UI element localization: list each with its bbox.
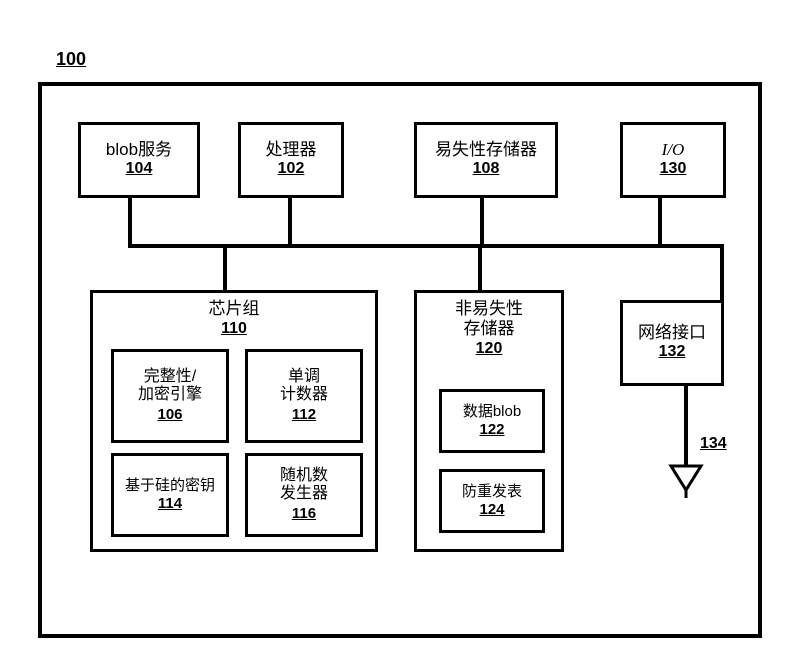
- bus-drop-nonvolatile: [478, 246, 482, 290]
- sub-data-blob-ref: 122: [479, 420, 504, 440]
- group-chipset-label: 芯片组: [209, 299, 260, 318]
- group-nonvolatile-label: 非易失性 存储器: [455, 299, 523, 338]
- group-nonvolatile-title: 非易失性 存储器 120: [417, 299, 561, 359]
- sub-data-blob: 数据blob 122: [439, 389, 545, 453]
- block-network-interface: 网络接口 132: [620, 300, 724, 386]
- sub-monotonic-ref: 112: [292, 405, 316, 425]
- sub-monotonic: 单调 计数器 112: [245, 349, 363, 443]
- bus-drop-blob: [128, 198, 132, 246]
- block-io-label: I/O: [662, 140, 685, 160]
- block-processor-label: 处理器: [266, 140, 317, 160]
- block-io-ref: 130: [660, 159, 687, 180]
- block-blob-service-ref: 104: [126, 159, 153, 180]
- sub-silicon-key: 基于硅的密钥 114: [111, 453, 229, 537]
- antenna-icon: [668, 462, 704, 498]
- antenna-line: [684, 386, 688, 466]
- block-volatile-label: 易失性存储器: [435, 140, 537, 160]
- antenna-ref-label: 134: [700, 434, 727, 455]
- sub-silicon-key-label: 基于硅的密钥: [125, 477, 215, 494]
- block-processor-ref: 102: [278, 159, 305, 180]
- block-volatile-ref: 108: [473, 159, 500, 180]
- bus-drop-chipset: [223, 246, 227, 290]
- group-chipset-title: 芯片组 110: [93, 299, 375, 340]
- sub-integrity: 完整性/ 加密引擎 106: [111, 349, 229, 443]
- sub-rng: 随机数 发生器 116: [245, 453, 363, 537]
- sub-monotonic-label: 单调 计数器: [280, 368, 328, 405]
- group-chipset: 芯片组 110 完整性/ 加密引擎 106 单调 计数器 112 基于硅的密钥 …: [90, 290, 378, 552]
- diagram-canvas: 100 blob服务 104 处理器 102 易失性存储器 108 I/O 13…: [0, 0, 800, 664]
- block-network-interface-label: 网络接口: [638, 323, 706, 343]
- sub-data-blob-label: 数据blob: [463, 403, 521, 420]
- block-volatile: 易失性存储器 108: [414, 122, 558, 198]
- sub-integrity-label: 完整性/ 加密引擎: [138, 368, 202, 405]
- antenna-ref: 134: [700, 435, 727, 452]
- block-network-interface-ref: 132: [659, 342, 686, 363]
- sub-rng-ref: 116: [292, 504, 316, 524]
- system-ref: 100: [56, 49, 86, 69]
- group-chipset-ref: 110: [221, 320, 247, 337]
- sub-anti-replay: 防重发表 124: [439, 469, 545, 533]
- sub-rng-label: 随机数 发生器: [280, 467, 328, 504]
- block-blob-service: blob服务 104: [78, 122, 200, 198]
- sub-anti-replay-label: 防重发表: [462, 483, 522, 500]
- block-blob-service-label: blob服务: [106, 140, 172, 160]
- bus-drop-processor: [288, 198, 292, 246]
- bus-drop-netif: [720, 244, 724, 302]
- bus-horizontal: [128, 244, 724, 248]
- sub-integrity-ref: 106: [157, 405, 182, 425]
- group-nonvolatile-ref: 120: [476, 340, 503, 357]
- bus-drop-io: [658, 198, 662, 246]
- system-ref-label: 100: [56, 48, 86, 71]
- sub-anti-replay-ref: 124: [479, 500, 504, 520]
- bus-drop-volatile: [480, 198, 484, 246]
- sub-silicon-key-ref: 114: [158, 494, 182, 514]
- block-io: I/O 130: [620, 122, 726, 198]
- group-nonvolatile: 非易失性 存储器 120 数据blob 122 防重发表 124: [414, 290, 564, 552]
- block-processor: 处理器 102: [238, 122, 344, 198]
